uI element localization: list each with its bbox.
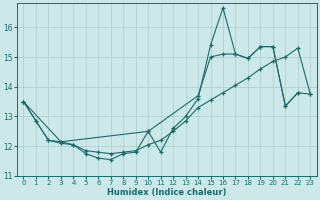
X-axis label: Humidex (Indice chaleur): Humidex (Indice chaleur)	[107, 188, 227, 197]
